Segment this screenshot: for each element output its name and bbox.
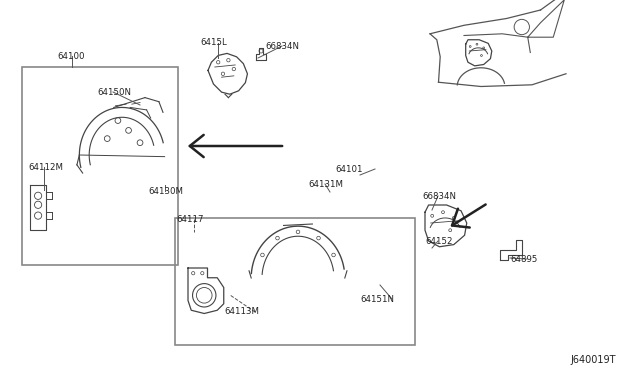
Text: 64131M: 64131M: [308, 180, 343, 189]
Text: 64113M: 64113M: [224, 307, 259, 316]
Text: 64895: 64895: [510, 255, 538, 264]
Text: 64100: 64100: [57, 52, 84, 61]
Text: 64152: 64152: [425, 237, 452, 246]
Text: 64151N: 64151N: [360, 295, 394, 304]
Text: 64150N: 64150N: [97, 88, 131, 97]
Text: 66834N: 66834N: [422, 192, 456, 201]
Text: 64130M: 64130M: [148, 187, 183, 196]
Text: 64112M: 64112M: [28, 163, 63, 172]
Bar: [175, 218, 415, 345]
Text: 64117: 64117: [176, 215, 204, 224]
Text: 6415L: 6415L: [200, 38, 227, 47]
Bar: [22, 67, 178, 265]
Text: 66834N: 66834N: [265, 42, 299, 51]
Text: J640019T: J640019T: [570, 355, 616, 365]
Text: 64101: 64101: [335, 165, 362, 174]
